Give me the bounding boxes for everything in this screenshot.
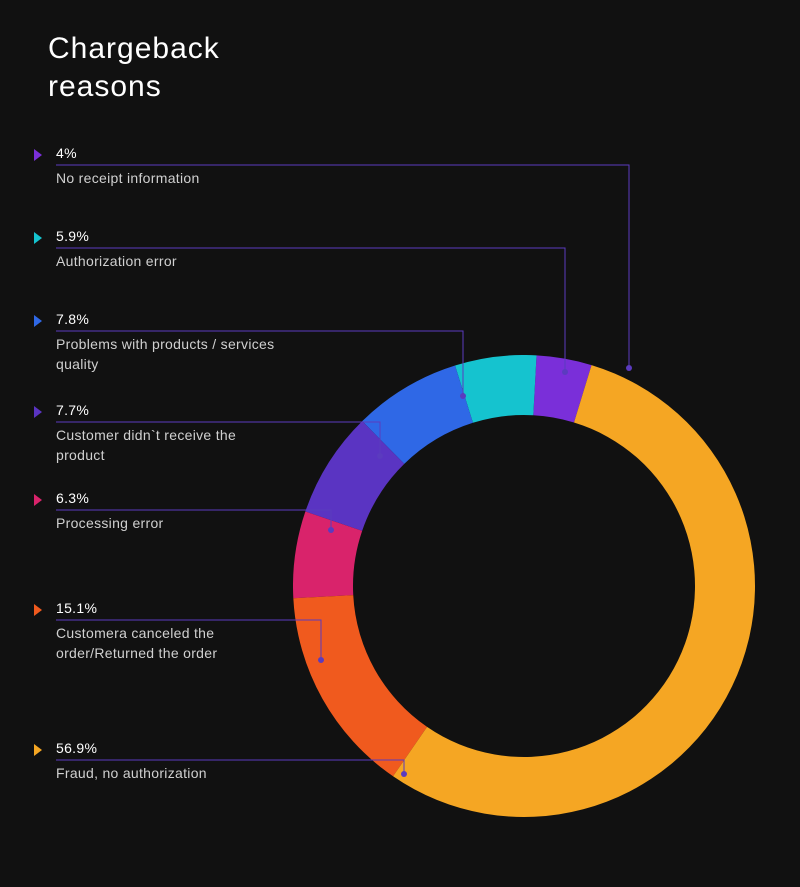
title-line-1: Chargeback — [48, 32, 220, 65]
legend-label: Customer didn`t receive the product — [56, 426, 276, 465]
legend-percent: 5.9% — [56, 228, 89, 244]
legend-marker-icon — [34, 406, 42, 418]
legend-percent: 15.1% — [56, 600, 97, 616]
legend-percent: 7.8% — [56, 311, 89, 327]
legend-label: Customera canceled the order/Returned th… — [56, 624, 276, 663]
legend-marker-icon — [34, 315, 42, 327]
legend-marker-icon — [34, 232, 42, 244]
legend-marker-icon — [34, 149, 42, 161]
legend-label: Problems with products / services qualit… — [56, 335, 276, 374]
legend-marker-icon — [34, 494, 42, 506]
legend-marker-icon — [34, 744, 42, 756]
legend-percent: 6.3% — [56, 490, 89, 506]
donut-slice — [293, 595, 427, 776]
legend-label: No receipt information — [56, 169, 200, 189]
page-title: Chargeback reasons — [48, 30, 220, 105]
legend-label: Authorization error — [56, 252, 177, 272]
legend-label: Processing error — [56, 514, 164, 534]
legend-percent: 56.9% — [56, 740, 97, 756]
legend-label: Fraud, no authorization — [56, 764, 207, 784]
donut-svg — [293, 355, 755, 817]
title-line-2: reasons — [48, 70, 162, 103]
legend-percent: 7.7% — [56, 402, 89, 418]
legend-marker-icon — [34, 604, 42, 616]
donut-chart — [293, 355, 755, 817]
legend-percent: 4% — [56, 145, 77, 161]
